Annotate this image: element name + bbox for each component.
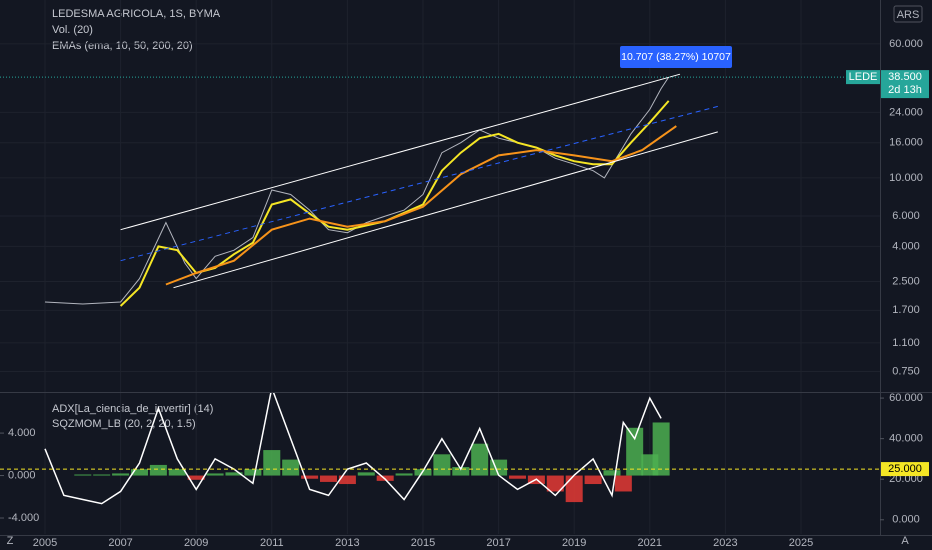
histogram-bar [603, 470, 621, 476]
y-tick-label: 10.000 [889, 172, 923, 184]
y-tick-label: 4.000 [8, 427, 36, 439]
histogram-bar [584, 475, 602, 485]
threshold-label-box [881, 462, 929, 477]
histogram-bar [652, 422, 670, 476]
series-line [44, 393, 662, 505]
x-tick-label: 2025 [789, 537, 813, 549]
threshold-label: 25.000 [888, 463, 922, 475]
x-tick-label: 2015 [411, 537, 435, 549]
histogram-bar [546, 475, 564, 492]
y2-tick-label: 0.000 [892, 514, 920, 526]
histogram-bar [282, 459, 300, 476]
axes: 60.000 24.000 16.000 10.000 6.000 4.000 2.500 1… [0, 38, 929, 549]
y-tick-label: 1.100 [892, 337, 920, 349]
series-line [120, 73, 681, 231]
legend-entry: Vol. (20) [52, 24, 93, 36]
x-tick-label: 2023 [713, 537, 737, 549]
y-tick-label: 0.750 [892, 365, 920, 377]
y-tick-label: 16.000 [889, 137, 923, 149]
y2-tick-label: 40.000 [889, 433, 923, 445]
y2-tick-label: 60.000 [889, 392, 923, 404]
histogram-bar [395, 473, 413, 476]
histogram-bar [130, 469, 148, 476]
histogram-bar [74, 474, 92, 476]
price-label-box [881, 70, 929, 99]
chart-title: LEDESMA AGRICOLA, 1S, BYMA [52, 8, 221, 20]
price-pane [0, 0, 880, 392]
histogram-bar [225, 472, 243, 476]
y-tick-label: 24.000 [889, 106, 923, 118]
histogram-bar [433, 454, 451, 476]
y-tick-label: 0.000 [8, 469, 36, 481]
countdown: 2d 13h [888, 84, 922, 96]
legend-entry: EMAs (ema, 10, 50, 200, 20) [52, 40, 193, 52]
series-line [44, 76, 670, 305]
x-tick-label: 2021 [638, 537, 662, 549]
histogram-bar [244, 469, 262, 476]
y-tick-label: 1.700 [892, 304, 920, 316]
histogram-bar [357, 472, 375, 476]
histogram-bar [206, 473, 224, 476]
series-line [120, 105, 718, 262]
histogram-bar [168, 469, 186, 476]
series-line [165, 125, 677, 286]
histogram-bar [319, 475, 337, 482]
histogram-bar [301, 475, 319, 479]
x-tick-label: 2013 [335, 537, 359, 549]
y-tick-label: 6.000 [892, 210, 920, 222]
y-tick-label: -4.000 [8, 512, 39, 524]
x-tick-label: 2007 [108, 537, 132, 549]
series-line [173, 131, 718, 289]
x-tick-label: 2019 [562, 537, 586, 549]
histogram-bar [471, 443, 489, 476]
histogram-bar [149, 464, 167, 476]
legend-entry: ADX[La_ciencia_de_invertir] (14) [52, 403, 213, 415]
legend-entry: SQZMOM_LB (20, 2, 20, 1.5) [52, 418, 196, 430]
histogram-bar [614, 475, 632, 492]
y-tick-label: 2.500 [892, 275, 920, 287]
histogram-bar [626, 427, 644, 476]
histogram-bar [93, 474, 111, 476]
histogram-bar [508, 475, 526, 479]
y-tick-label: 60.000 [889, 38, 923, 50]
x-tick-label: 2011 [260, 537, 284, 549]
histogram-bar [112, 473, 130, 476]
x-tick-label: 2009 [184, 537, 208, 549]
price-label: 38.500 [888, 71, 922, 83]
histogram-bar [452, 467, 470, 476]
currency-box[interactable] [893, 5, 923, 23]
histogram-bar [565, 475, 583, 503]
annotation: 10.707 (38.27%) 10707 [621, 51, 731, 63]
toolbar-button[interactable]: Z [7, 535, 14, 547]
histogram-bar [187, 475, 205, 480]
y-tick-label: 4.000 [892, 240, 920, 252]
toolbar-button[interactable]: A [901, 535, 909, 547]
x-tick-label: 2017 [486, 537, 510, 549]
currency[interactable]: ARS [897, 9, 920, 21]
indicator-pane [0, 393, 880, 534]
histogram-bar [338, 475, 356, 485]
x-tick-label: 2005 [33, 537, 57, 549]
annotation-box [620, 46, 732, 68]
y2-tick-label: 20.000 [889, 473, 923, 485]
histogram-bar [263, 450, 281, 476]
symbol-label-box [846, 70, 880, 85]
symbol-label: LEDE [849, 71, 878, 83]
